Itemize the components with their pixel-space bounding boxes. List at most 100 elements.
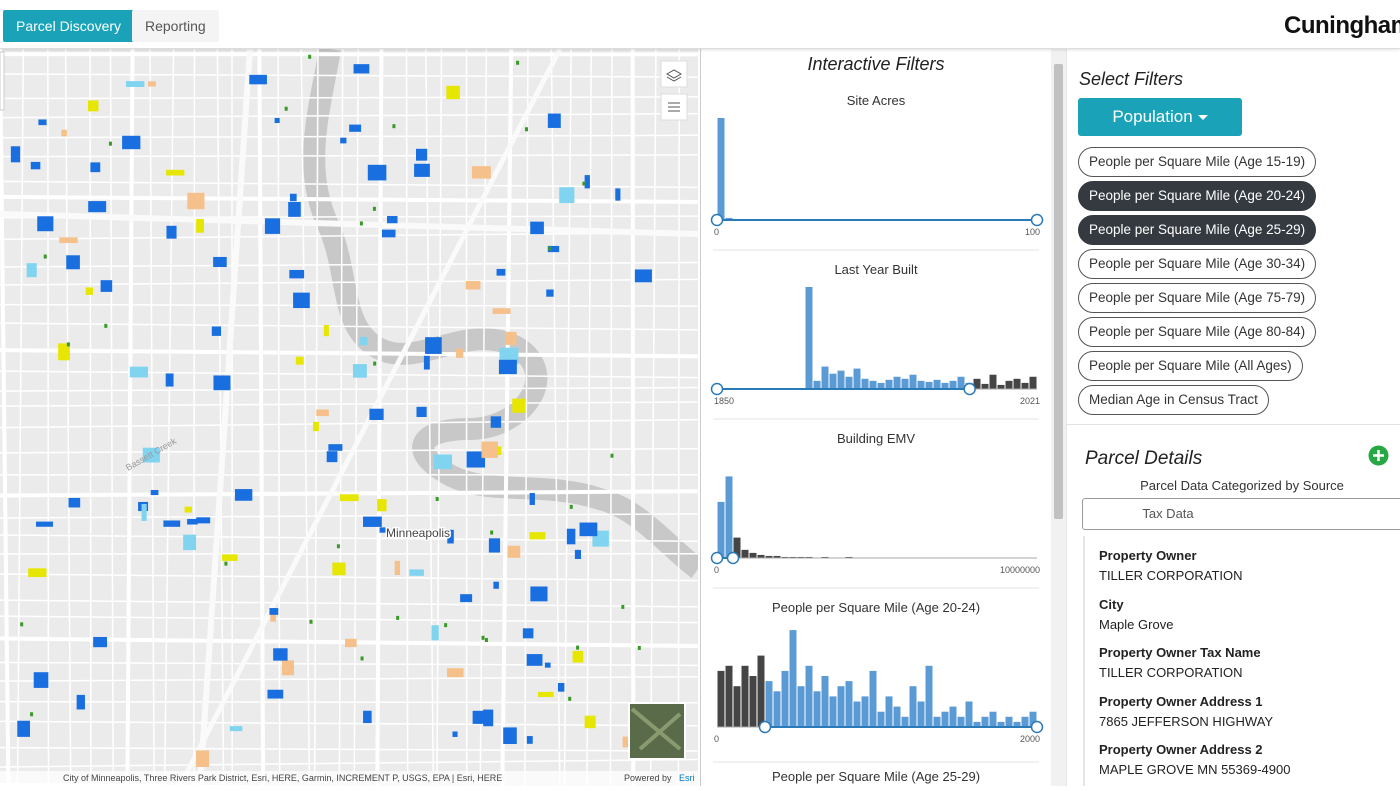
road (194, 49, 195, 786)
parcel (213, 375, 230, 390)
histogram-bar (854, 702, 861, 728)
filter-pill[interactable]: People per Square Mile (Age 75-79) (1078, 283, 1316, 313)
slider-handle[interactable] (712, 215, 723, 226)
filter-pill[interactable]: People per Square Mile (All Ages) (1078, 351, 1303, 381)
parcel (530, 532, 546, 539)
parcel (360, 337, 368, 345)
filter-pill[interactable]: People per Square Mile (Age 30-34) (1078, 249, 1316, 279)
parcel (316, 410, 329, 417)
axis-min: 0 (714, 734, 719, 744)
parcel (493, 582, 498, 589)
histogram-bar (950, 381, 957, 389)
slider-handle[interactable] (1032, 215, 1043, 226)
histogram-bar (982, 384, 989, 389)
parcel (196, 517, 210, 523)
histogram-bar (878, 712, 885, 727)
parcel (527, 736, 533, 744)
histogram-bar (998, 385, 1005, 389)
histogram-bar (822, 676, 829, 727)
add-button[interactable] (1368, 445, 1389, 466)
map-control[interactable] (0, 52, 4, 110)
scroll-thumb[interactable] (1054, 64, 1063, 519)
source-button[interactable]: Tax Data (1082, 498, 1400, 530)
parcel (327, 451, 338, 462)
parcel (93, 637, 107, 647)
parcel (324, 325, 329, 336)
parcel (340, 494, 359, 501)
top-bar: Parcel Discovery Reporting Cuningham (0, 0, 1400, 49)
parcel (69, 498, 81, 508)
parcel (361, 656, 364, 660)
parcel (340, 138, 346, 144)
field-value: TILLER CORPORATION (1099, 665, 1243, 680)
parcel (349, 125, 361, 132)
parcel (166, 226, 176, 239)
parcel (452, 731, 457, 736)
histogram-bar (1006, 717, 1013, 727)
histogram-bar (926, 666, 933, 727)
parcel (436, 497, 439, 501)
slider-handle[interactable] (964, 384, 975, 395)
slider-handle[interactable] (728, 553, 739, 564)
map[interactable]: Bassett Creek Minneapolis City of Minnea… (0, 49, 698, 786)
parcel (548, 247, 551, 251)
histogram-bar (950, 707, 957, 727)
filter-pill[interactable]: People per Square Mile (Age 25-29) (1078, 215, 1316, 245)
parcel (77, 695, 85, 710)
histogram-bar (726, 476, 733, 558)
parcel (313, 422, 319, 431)
filter-pill[interactable]: Median Age in Census Tract (1078, 385, 1269, 415)
dropdown[interactable]: Population (1078, 98, 1242, 136)
layers-button[interactable] (661, 61, 687, 87)
parcel (395, 561, 400, 575)
parcel (142, 504, 147, 521)
parcel (126, 81, 144, 87)
filter-pill[interactable]: People per Square Mile (Age 20-24) (1078, 181, 1316, 211)
parcel (122, 136, 140, 149)
histogram-bar (990, 375, 997, 389)
parcel (354, 64, 370, 73)
histogram-bar (886, 380, 893, 389)
slider-handle[interactable] (760, 722, 771, 733)
histogram-bar (790, 630, 797, 727)
filter-pill[interactable]: People per Square Mile (Age 15-19) (1078, 147, 1316, 177)
histogram-bar (718, 118, 725, 220)
parcel (508, 546, 521, 558)
filter-pill[interactable]: People per Square Mile (Age 80-84) (1078, 317, 1316, 347)
slider-handle[interactable] (712, 384, 723, 395)
histogram-bar (942, 712, 949, 727)
slider-handle[interactable] (712, 553, 723, 564)
filters-title: Interactive Filters (807, 54, 944, 74)
parcel (269, 608, 278, 615)
parcel (382, 230, 396, 238)
parcel (288, 202, 301, 217)
histogram-bar (982, 717, 989, 727)
slider-handle[interactable] (1032, 722, 1043, 733)
parcel (416, 407, 426, 417)
parcel (380, 527, 386, 532)
parcel (196, 219, 204, 233)
esri-link[interactable]: Esri (679, 773, 695, 783)
histogram-bar (814, 691, 821, 727)
fields-border (1083, 536, 1085, 786)
parcel (285, 107, 288, 111)
histogram-bar (1030, 377, 1037, 389)
parcel (473, 711, 491, 724)
histogram-bar (1022, 717, 1029, 727)
parcel (30, 712, 33, 716)
field-label: Property Owner Address 1 (1099, 694, 1263, 709)
parcel (275, 118, 280, 123)
histogram-bar (934, 380, 941, 389)
parcel (447, 668, 464, 677)
histogram-bar (830, 374, 837, 389)
tab[interactable]: Reporting (132, 10, 219, 42)
histogram-title: People per Square Mile (Age 25-29) (772, 769, 980, 784)
tab[interactable]: Parcel Discovery (3, 10, 134, 42)
histogram-bar (934, 717, 941, 727)
parcel (130, 367, 148, 378)
histogram-bar (846, 681, 853, 727)
parcel (187, 193, 204, 209)
parcel (568, 697, 571, 701)
